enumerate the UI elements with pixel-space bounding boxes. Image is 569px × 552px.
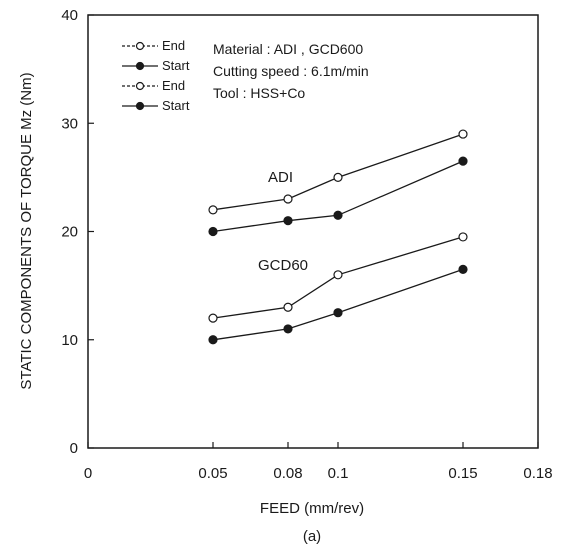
filled-data-point [458,156,468,166]
open-data-point [333,172,343,182]
y-tick-label: 0 [70,440,78,457]
legend-marker [135,61,145,71]
open-data-point [283,302,293,312]
open-data-point [208,205,218,215]
y-axis-label: STATIC COMPONENTS OF TORQUE Mz (Nm) [18,72,35,389]
data-points-layer [208,129,468,345]
x-tick-label: 0.05 [198,465,227,482]
y-tick-label: 20 [61,224,78,241]
open-data-point [333,270,343,280]
x-tick-label: 0.08 [273,465,302,482]
series-line-0 [212,133,464,211]
series-label-adi: ADI [268,169,293,186]
annotation-tool: Tool : HSS+Co [213,85,305,101]
open-data-point [283,194,293,204]
tick-layer: 0 0.05 0.08 0.1 0.15 0.18 0 10 20 30 40 [61,7,552,482]
figure-caption: (a) [303,528,321,545]
open-data-point [458,232,468,242]
series-line-1 [212,160,464,233]
legend-label: Start [162,58,190,73]
filled-data-point [283,216,293,226]
legend-marker [135,101,145,111]
series-line-2 [212,236,464,319]
legend: End Start End Start [122,38,190,113]
legend-label: Start [162,98,190,113]
annotation-material: Material : ADI , GCD600 [213,41,363,57]
series-line-3 [212,268,464,341]
y-tick-label: 10 [61,332,78,349]
filled-data-point [333,308,343,318]
open-data-point [458,129,468,139]
y-tick-label: 30 [61,115,78,132]
filled-data-point [283,324,293,334]
x-tick-label: 0.1 [328,465,349,482]
legend-marker [135,81,145,91]
x-tick-label: 0.18 [523,465,552,482]
annotation-cutting-speed: Cutting speed : 6.1m/min [213,63,369,79]
series-lines-layer [212,133,464,341]
x-tick-label: 0 [84,465,92,482]
series-label-gcd60: GCD60 [258,257,308,274]
filled-data-point [458,264,468,274]
open-data-point [208,313,218,323]
legend-label: End [162,78,185,93]
plot-frame [87,14,539,449]
y-tick-label: 40 [61,7,78,24]
filled-data-point [208,335,218,345]
x-axis-label: FEED (mm/rev) [260,500,364,517]
legend-label: End [162,38,185,53]
filled-data-point [208,226,218,237]
x-tick-label: 0.15 [448,465,477,482]
filled-data-point [333,210,343,220]
legend-marker [135,41,145,51]
